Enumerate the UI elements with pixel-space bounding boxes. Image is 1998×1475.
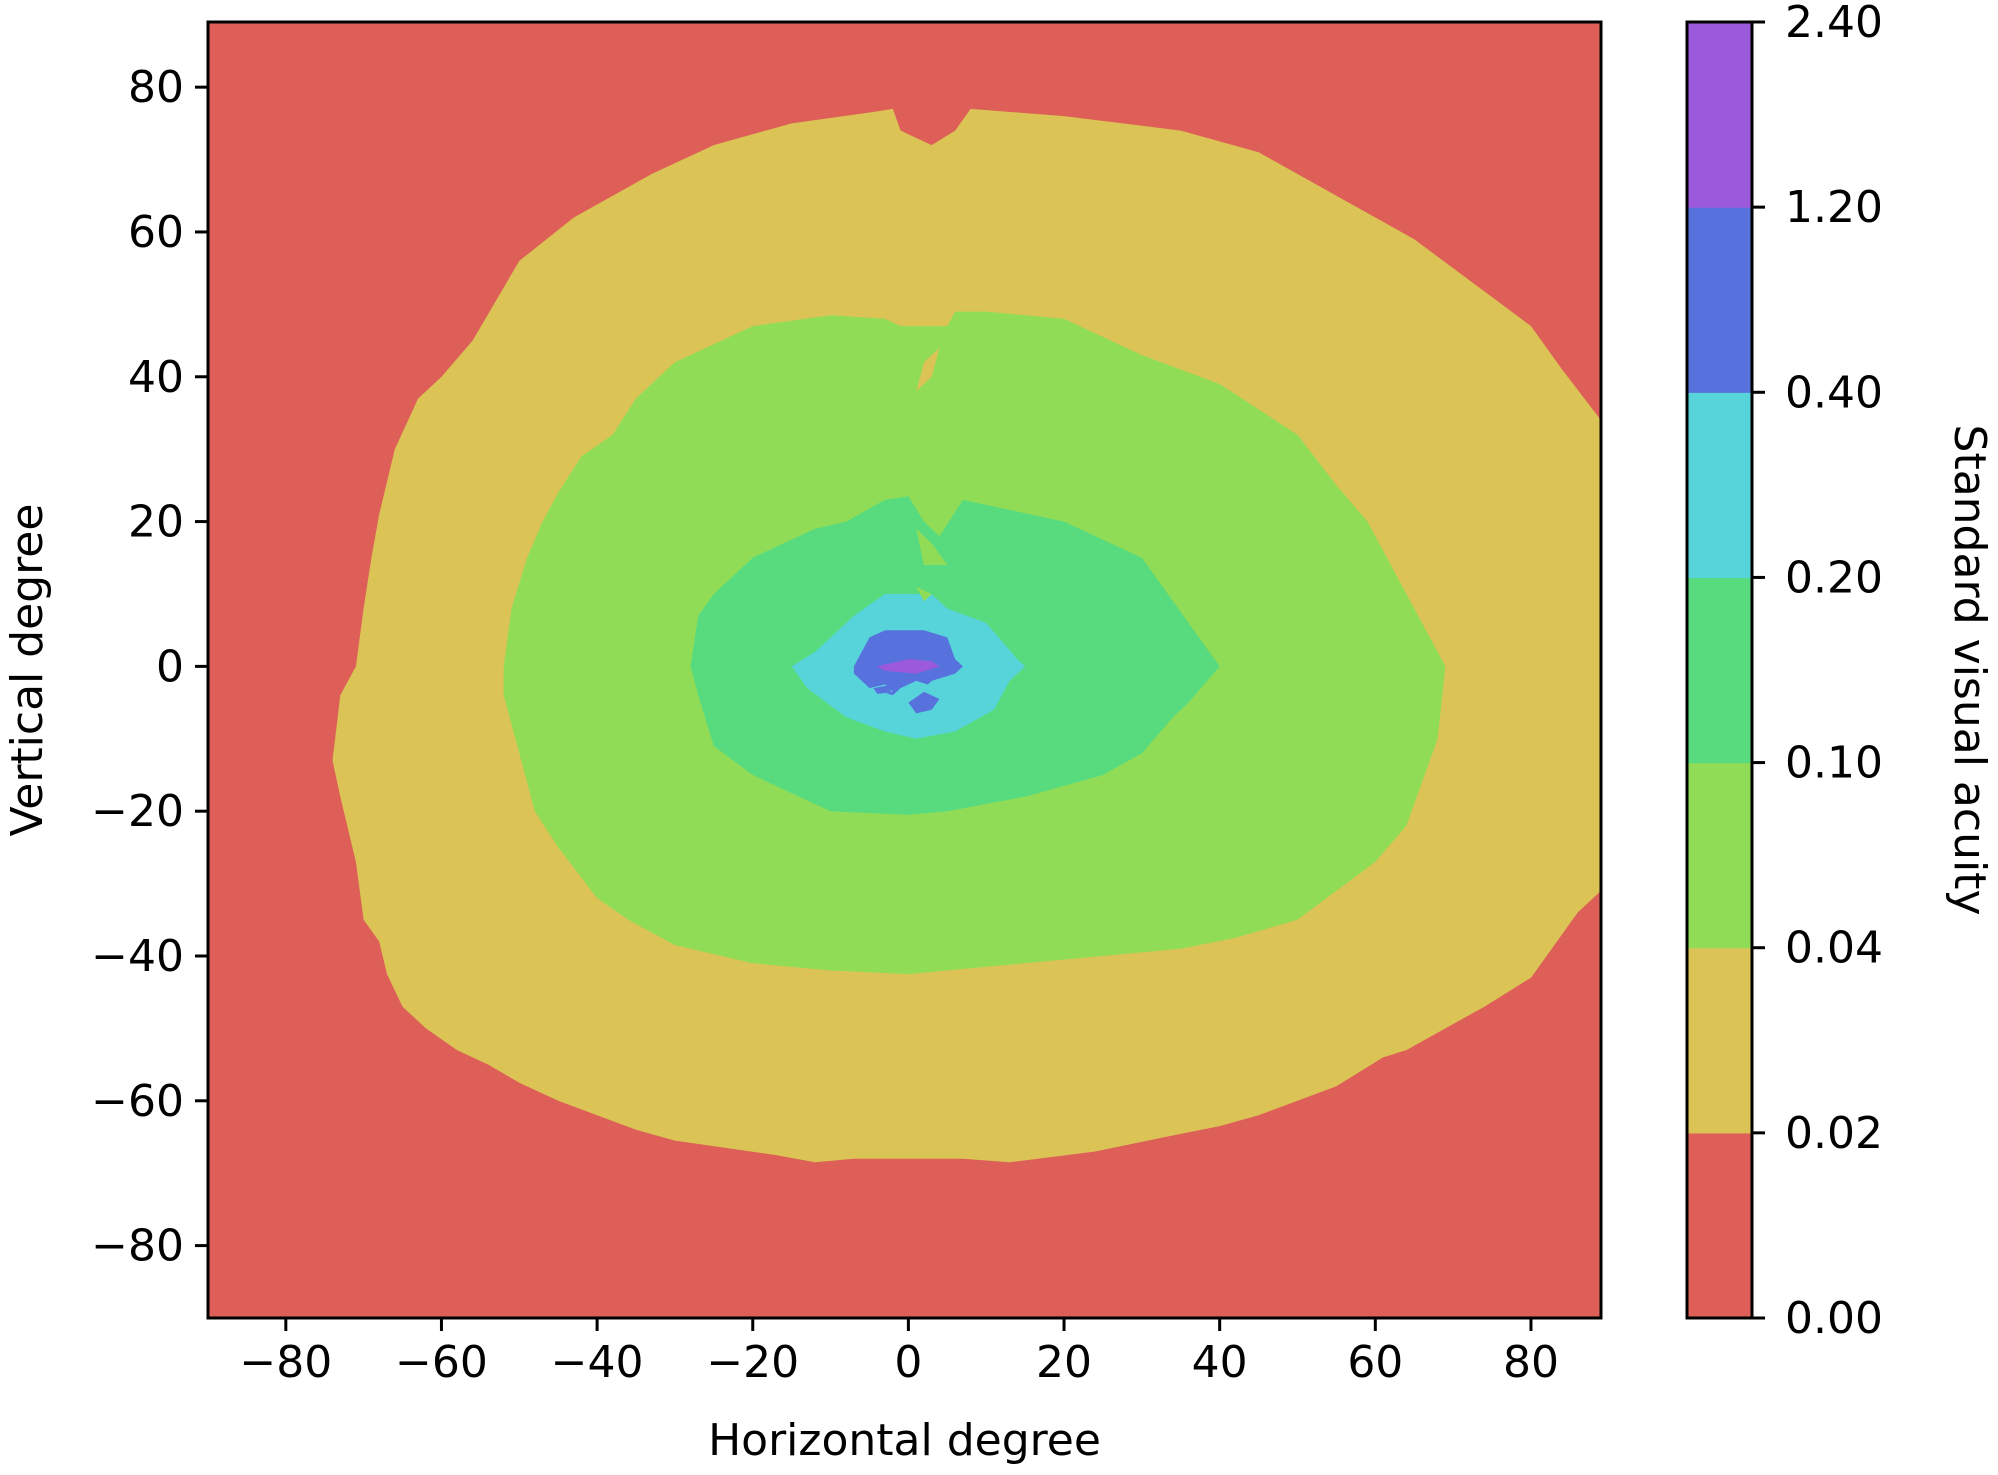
contour-island-1 xyxy=(916,528,948,565)
x-tick-label: 20 xyxy=(1036,1337,1092,1388)
x-tick-label: −40 xyxy=(551,1337,644,1388)
y-tick-label: 20 xyxy=(128,497,184,548)
x-tick-label: −20 xyxy=(706,1337,799,1388)
contour-island-5 xyxy=(908,691,940,714)
contour-level-6 xyxy=(877,659,940,674)
x-tick-label: 40 xyxy=(1192,1337,1248,1388)
colorbar xyxy=(1687,22,1752,1319)
y-axis-label: Vertical degree xyxy=(2,504,53,837)
y-tick-label: −60 xyxy=(91,1076,184,1127)
colorbar-ticks: 0.00 0.02 0.04 0.10 0.20 0.40 1.20 2.40 xyxy=(1752,0,1883,1344)
x-axis: −80 −60 −40 −20 0 20 40 60 80 xyxy=(239,1318,1559,1388)
x-tick-label: 0 xyxy=(894,1337,922,1388)
x-tick-label: −60 xyxy=(395,1337,488,1388)
contour-island-0 xyxy=(916,347,940,392)
y-axis: −80 −60 −40 −20 0 20 40 60 80 xyxy=(91,62,208,1272)
colorbar-tick-label: 0.40 xyxy=(1785,367,1883,418)
contour-island-2 xyxy=(916,586,932,602)
colorbar-band-4 xyxy=(1687,392,1752,579)
y-tick-label: −80 xyxy=(91,1221,184,1272)
y-tick-label: 40 xyxy=(128,352,184,403)
colorbar-band-5 xyxy=(1687,207,1752,393)
y-tick-label: 60 xyxy=(128,207,184,258)
colorbar-tick-label: 0.20 xyxy=(1785,552,1883,603)
colorbar-tick-label: 0.02 xyxy=(1785,1108,1883,1159)
contour-island-6 xyxy=(873,685,892,694)
colorbar-band-0 xyxy=(1687,1132,1752,1319)
colorbar-tick-label: 1.20 xyxy=(1785,182,1883,233)
x-axis-label: Horizontal degree xyxy=(708,1415,1101,1466)
y-tick-label: −20 xyxy=(91,786,184,837)
y-tick-label: 80 xyxy=(128,62,184,113)
x-tick-label: 60 xyxy=(1347,1337,1403,1388)
colorbar-tick-label: 0.04 xyxy=(1785,923,1883,974)
colorbar-tick-label: 0.00 xyxy=(1785,1293,1883,1344)
plot-area xyxy=(208,22,1601,1318)
colorbar-band-1 xyxy=(1687,947,1752,1134)
colorbar-label: Standard visual acuity xyxy=(1944,425,1995,916)
x-tick-label: 80 xyxy=(1503,1337,1559,1388)
colorbar-band-2 xyxy=(1687,762,1752,949)
y-tick-label: −40 xyxy=(91,931,184,982)
y-tick-label: 0 xyxy=(156,641,184,692)
colorbar-tick-label: 0.10 xyxy=(1785,738,1883,789)
colorbar-band-6 xyxy=(1687,22,1752,208)
plot-frame xyxy=(206,20,1603,1320)
x-tick-label: −80 xyxy=(239,1337,332,1388)
colorbar-tick-label: 2.40 xyxy=(1785,0,1883,48)
colorbar-frame xyxy=(1685,20,1754,1320)
colorbar-band-3 xyxy=(1687,577,1752,764)
